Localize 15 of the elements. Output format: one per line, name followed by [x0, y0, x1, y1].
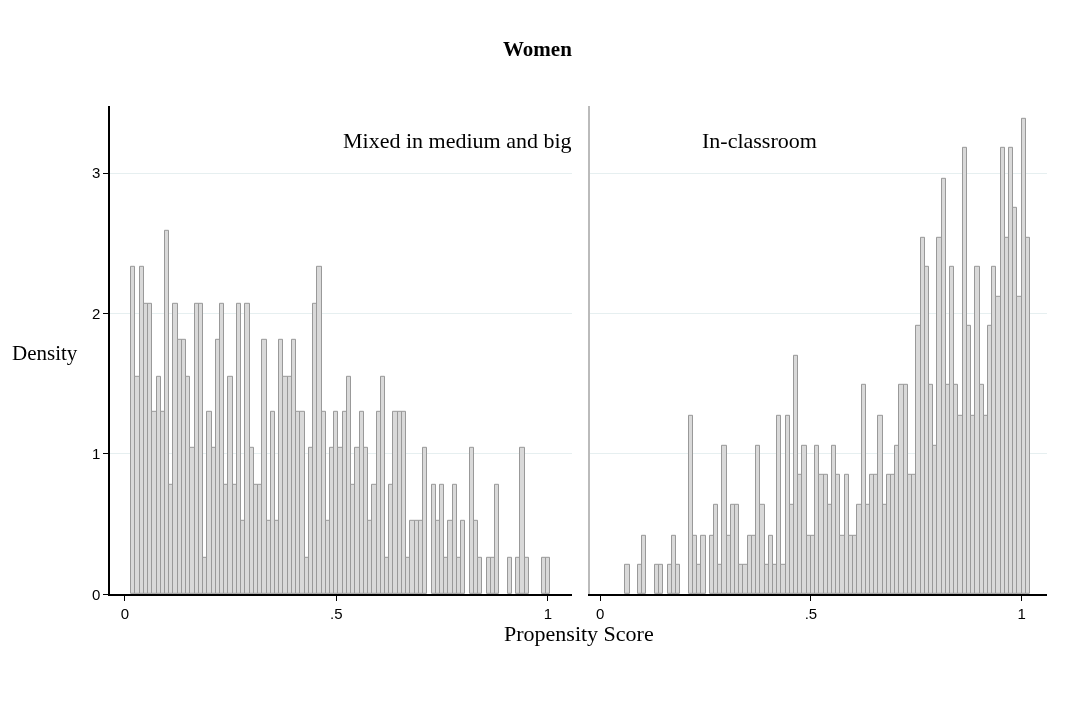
y-axis-title: Density: [12, 341, 78, 365]
x-axis-title: Propensity Score: [504, 621, 654, 646]
y-tick-label: 3: [91, 164, 101, 182]
y-tick-label: 2: [91, 304, 101, 322]
x-tick-label: 0: [595, 605, 605, 623]
x-tick-label: 1: [543, 605, 553, 623]
y-tick-label: 1: [91, 445, 101, 463]
chart-title: Women: [503, 37, 573, 61]
x-tick-label: 0: [120, 605, 129, 623]
x-tick-label: .5: [804, 605, 818, 623]
x-tick-label: 1: [1017, 605, 1026, 623]
text: Mixed in medium and big: [343, 128, 572, 153]
x-tick-label: .5: [330, 605, 343, 623]
text: In-classroom: [702, 128, 817, 153]
y-tick-label: 0: [91, 585, 101, 603]
